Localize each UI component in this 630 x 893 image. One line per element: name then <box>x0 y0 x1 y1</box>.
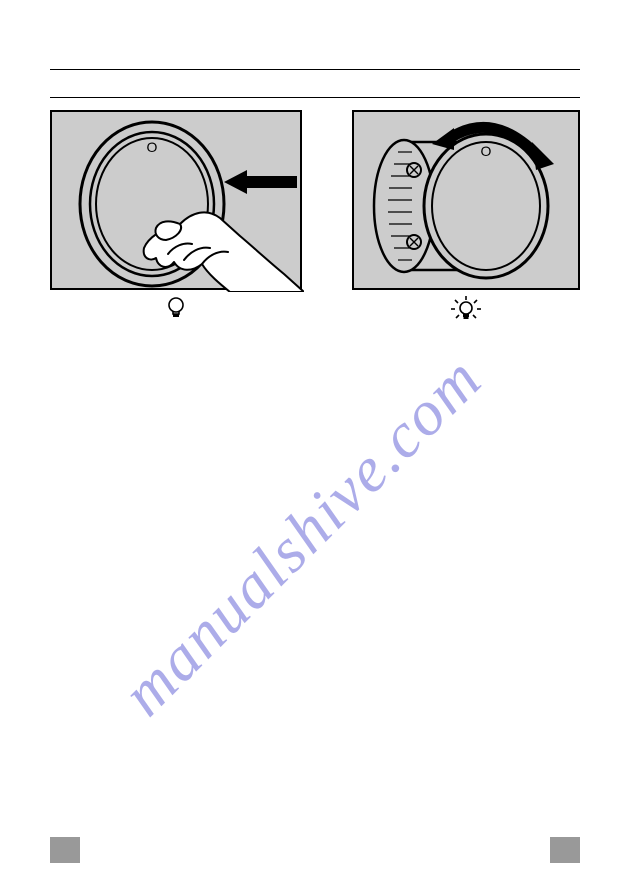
figure-left-panel: O <box>50 110 302 290</box>
watermark: manualshive.com <box>108 341 497 730</box>
dial-press-illustration: O <box>52 112 304 292</box>
page-footer <box>50 837 580 863</box>
section-title-row <box>50 74 580 98</box>
figure-left: O <box>50 110 302 329</box>
figures-row: O <box>50 110 580 329</box>
footer-right-marker <box>550 837 580 863</box>
svg-text:O: O <box>147 139 158 155</box>
figure-right-panel: O <box>352 110 580 290</box>
figure-right: O <box>352 110 580 329</box>
bulb-on-icon <box>451 296 481 329</box>
bulb-off-icon <box>165 296 187 325</box>
dial-rotate-illustration: O <box>354 112 582 292</box>
svg-text:O: O <box>481 143 492 159</box>
footer-left-marker <box>50 837 80 863</box>
page-header <box>50 40 580 70</box>
